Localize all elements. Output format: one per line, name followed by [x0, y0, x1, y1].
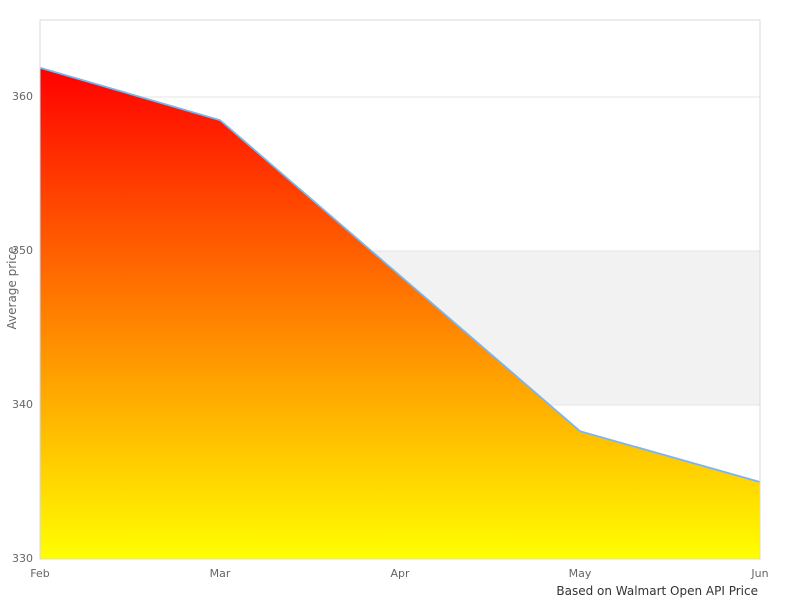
y-tick-label-330: 330 — [12, 552, 33, 565]
y-axis-title: Average price — [5, 246, 19, 330]
x-tick-label-feb: Feb — [30, 567, 50, 580]
area-series-line — [39, 66, 761, 483]
x-tick-label-may: May — [568, 567, 592, 580]
plot-border — [39, 19, 761, 560]
chart-caption: Based on Walmart Open API Price — [556, 584, 758, 598]
y-tick-label-350: 350 — [12, 244, 33, 257]
x-tick-label-jun: Jun — [751, 567, 769, 580]
area-series-fill — [40, 67, 760, 560]
x-tick-label-apr: Apr — [390, 567, 410, 580]
x-tick-label-mar: Mar — [209, 567, 231, 580]
y-tick-label-360: 360 — [12, 90, 33, 103]
y-tick-label-340: 340 — [12, 398, 33, 411]
